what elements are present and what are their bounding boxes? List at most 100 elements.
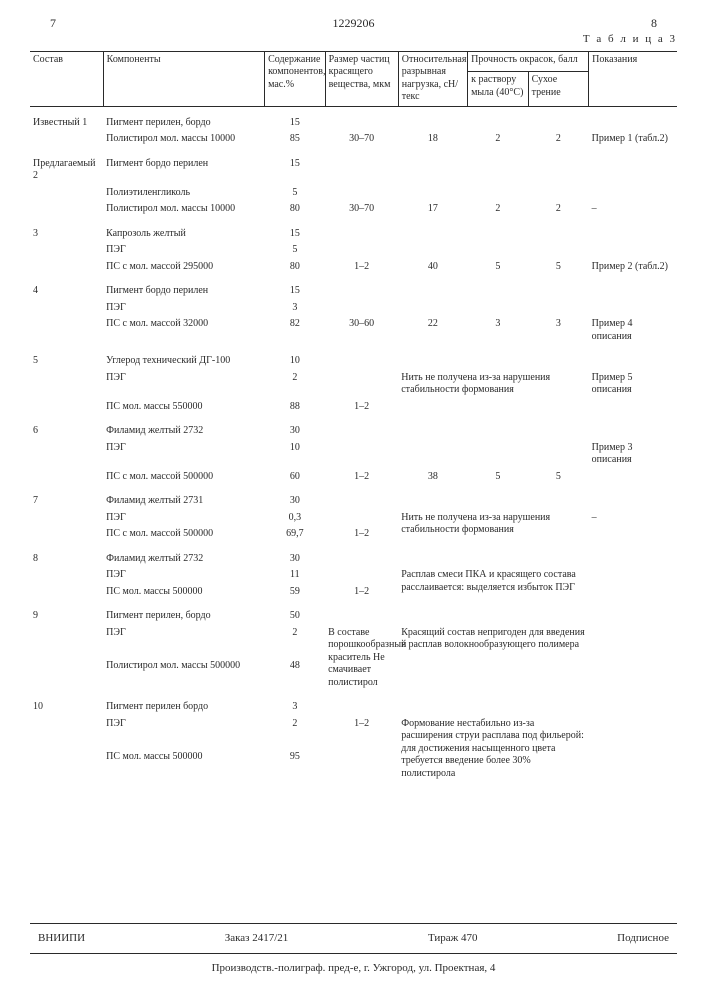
footer-org: ВНИИПИ <box>38 932 85 946</box>
cell-size <box>325 567 398 584</box>
cell-soap <box>468 185 529 202</box>
cell-dry <box>528 148 589 185</box>
cell-load: 18 <box>398 131 467 148</box>
cell-pct: 10 <box>265 440 326 469</box>
cell-soap <box>468 691 529 716</box>
cell-soap <box>468 242 529 259</box>
cell-pct: 85 <box>265 131 326 148</box>
cell-size <box>325 300 398 317</box>
cell-size <box>325 415 398 440</box>
col-sostav: Состав <box>30 51 103 106</box>
cell-size: 1–2 <box>325 584 398 601</box>
cell-load <box>398 300 467 317</box>
cell-pct: 3 <box>265 691 326 716</box>
footer-address: Производств.-полиграф. пред-е, г. Ужгоро… <box>30 958 677 976</box>
table-row: 8Филамид желтый 273230 <box>30 543 677 568</box>
cell-component: ПС мол. массы 500000 <box>103 584 264 601</box>
cell-dry <box>528 543 589 568</box>
cell-pokaz <box>589 242 677 259</box>
cell-sostav <box>30 625 103 658</box>
table-row: ПС с мол. массой 320008230–602233Пример … <box>30 316 677 345</box>
cell-sostav <box>30 201 103 218</box>
footer-podpisnoe: Подписное <box>617 932 669 946</box>
cell-sostav <box>30 749 103 782</box>
cell-soap <box>468 148 529 185</box>
cell-dry <box>528 600 589 625</box>
cell-sostav <box>30 399 103 416</box>
table-row: 4Пигмент бордо перилен15 <box>30 275 677 300</box>
cell-pct: 0,3 <box>265 510 326 527</box>
doc-number: 1229206 <box>333 16 375 31</box>
cell-load <box>398 485 467 510</box>
cell-size: 1–2 <box>325 469 398 486</box>
cell-size <box>325 691 398 716</box>
cell-pokaz <box>589 625 677 658</box>
cell-pct: 30 <box>265 485 326 510</box>
cell-soap <box>468 440 529 469</box>
table-row: ПС с мол. массой 500000601–23855 <box>30 469 677 486</box>
cell-sostav <box>30 131 103 148</box>
cell-size-note: В составе порошкообразный краситель Не с… <box>325 625 398 692</box>
cell-size: 1–2 <box>325 716 398 749</box>
cell-size <box>325 275 398 300</box>
page-num-left: 7 <box>50 16 56 31</box>
cell-size: 1–2 <box>325 399 398 416</box>
col-load: Относительная разрывная нагрузка, сН/тек… <box>398 51 467 106</box>
table-row: ПЭГ10Пример 3 описания <box>30 440 677 469</box>
cell-pokaz <box>589 716 677 749</box>
cell-size <box>325 185 398 202</box>
cell-dry <box>528 275 589 300</box>
cell-pokaz <box>589 218 677 243</box>
cell-component: ПС с мол. массой 295000 <box>103 259 264 276</box>
cell-load <box>398 415 467 440</box>
cell-pct: 59 <box>265 584 326 601</box>
cell-pct: 50 <box>265 600 326 625</box>
cell-load <box>398 543 467 568</box>
cell-sostav <box>30 526 103 543</box>
table-row: 9Пигмент перилен, бордо50 <box>30 600 677 625</box>
cell-load: 38 <box>398 469 467 486</box>
cell-pokaz <box>589 345 677 370</box>
cell-component: ПЭГ <box>103 510 264 527</box>
cell-pct: 11 <box>265 567 326 584</box>
cell-sostav <box>30 316 103 345</box>
cell-size <box>325 510 398 527</box>
cell-soap: 2 <box>468 131 529 148</box>
cell-sostav <box>30 567 103 584</box>
cell-component: ПЭГ <box>103 300 264 317</box>
table-row: 10Пигмент перилен бордо3 <box>30 691 677 716</box>
cell-component: ПС с мол. массой 500000 <box>103 526 264 543</box>
cell-dry <box>528 242 589 259</box>
cell-sostav <box>30 510 103 527</box>
cell-size: 1–2 <box>325 259 398 276</box>
cell-pokaz: – <box>589 510 677 527</box>
cell-pokaz <box>589 600 677 625</box>
cell-load <box>398 185 467 202</box>
table-row: Полиэтиленгликоль5 <box>30 185 677 202</box>
table-row: 7Филамид желтый 273130 <box>30 485 677 510</box>
cell-component: Пигмент бордо перилен <box>103 275 264 300</box>
cell-pokaz <box>589 485 677 510</box>
col-pct: Содержание компонентов, мас.% <box>265 51 326 106</box>
cell-component: Капрозоль желтый <box>103 218 264 243</box>
footer: ВНИИПИ Заказ 2417/21 Тираж 470 Подписное… <box>30 919 677 977</box>
cell-component: ПЭГ <box>103 440 264 469</box>
cell-pokaz: Пример 2 (табл.2) <box>589 259 677 276</box>
cell-soap <box>468 300 529 317</box>
cell-component: ПС мол. массы 500000 <box>103 749 264 782</box>
cell-size <box>325 543 398 568</box>
cell-dry: 2 <box>528 201 589 218</box>
cell-sostav: 7 <box>30 485 103 510</box>
table-row: 3Капрозоль желтый15 <box>30 218 677 243</box>
cell-size <box>325 218 398 243</box>
cell-soap: 5 <box>468 259 529 276</box>
cell-load: 22 <box>398 316 467 345</box>
cell-sostav <box>30 469 103 486</box>
cell-load <box>398 242 467 259</box>
cell-sostav <box>30 440 103 469</box>
cell-component: ПЭГ <box>103 370 264 399</box>
cell-pokaz <box>589 106 677 131</box>
cell-pct: 2 <box>265 625 326 658</box>
table-row: ПЭГ5 <box>30 242 677 259</box>
table-row: ПС с мол. массой 295000801–24055Пример 2… <box>30 259 677 276</box>
